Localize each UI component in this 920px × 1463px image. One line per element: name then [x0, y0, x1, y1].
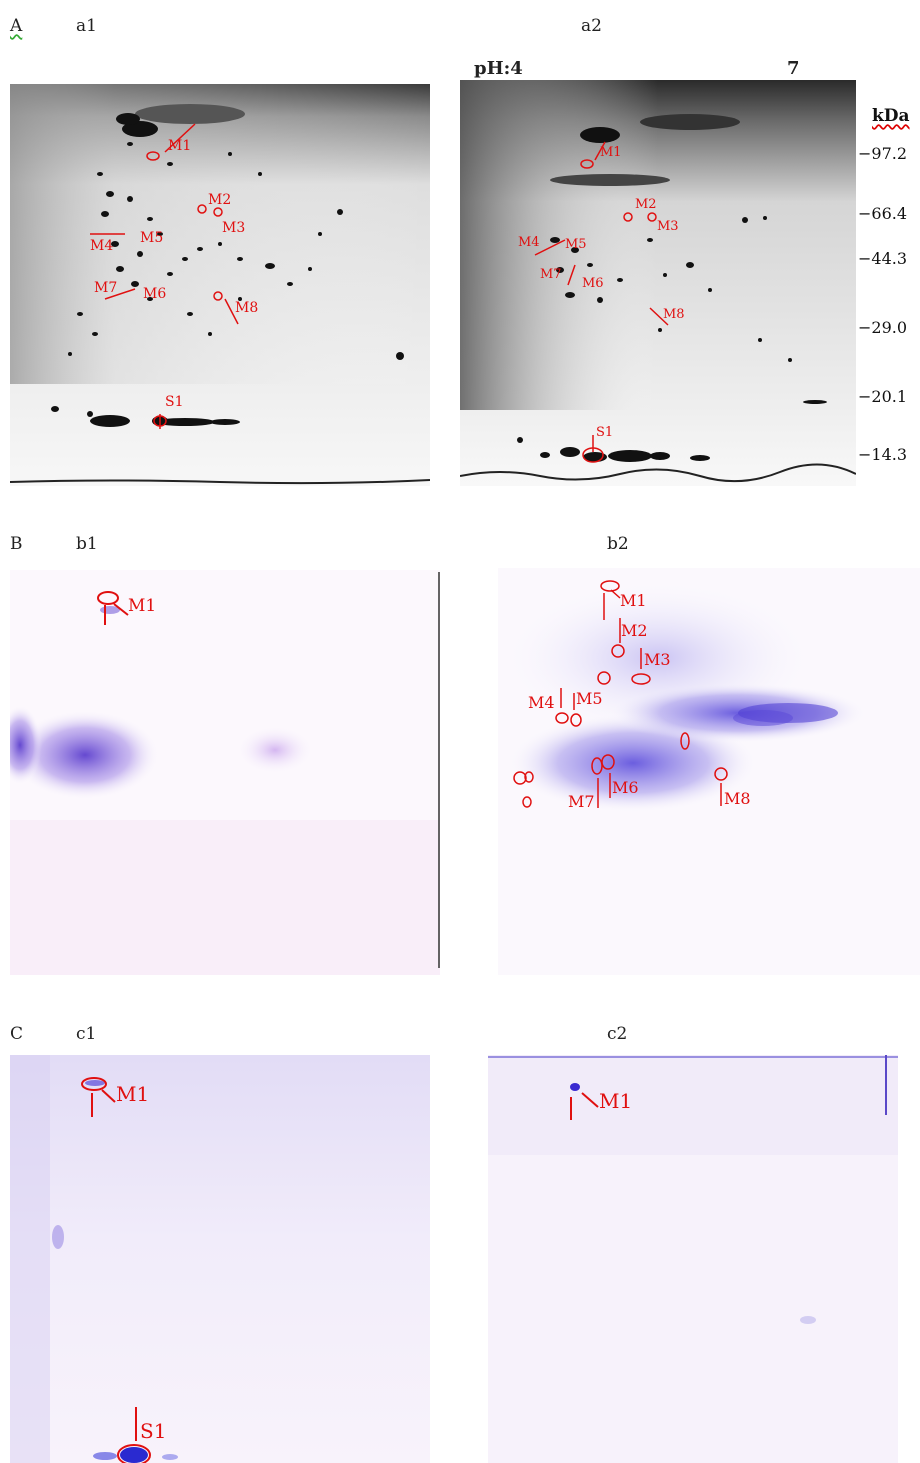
kda-unit-label: kDa: [872, 106, 910, 126]
blot-image-b1: M1: [10, 570, 440, 975]
spot-label-m1: M1: [116, 1082, 149, 1106]
spot-label-m4: M4: [528, 693, 555, 712]
spot-label-m3: M3: [657, 219, 679, 234]
spot-label-m8: M8: [663, 307, 685, 322]
spot-label-m8: M8: [235, 300, 258, 316]
gel-image-a1: M1 M2 M3 M4 M5 M7 M6 M8 S1: [10, 84, 430, 486]
spot-label-m2: M2: [635, 197, 657, 212]
spot-label-m2: M2: [621, 621, 648, 640]
spot-label-m4: M4: [518, 235, 540, 250]
spot-label-m1: M1: [128, 596, 156, 616]
panel-title-b2: b2: [607, 534, 629, 554]
panel-title-c2: c2: [607, 1024, 628, 1044]
mw-tick-66: −66.4: [858, 204, 908, 223]
spot-label-m1: M1: [620, 591, 647, 610]
spot-label-m5: M5: [140, 230, 163, 246]
ph-end-label: 7: [787, 58, 800, 79]
blot-image-b2: M1 M2 M3 M4 M5 M6 M7 M8: [498, 568, 920, 975]
spot-label-m7: M7: [540, 267, 562, 282]
panel-title-c1: c1: [76, 1024, 97, 1044]
spot-label-m6: M6: [612, 778, 639, 797]
spot-label-s1: S1: [596, 425, 613, 440]
spot-label-m1: M1: [168, 138, 191, 154]
spot-label-m5: M5: [565, 237, 587, 252]
spot-label-m6: M6: [143, 286, 166, 302]
panel-title-b1: b1: [76, 534, 98, 554]
mw-tick-14: −14.3: [858, 445, 908, 464]
section-label-a: A: [10, 16, 23, 36]
spot-label-m1: M1: [600, 145, 622, 160]
spot-label-m8: M8: [724, 789, 751, 808]
spot-label-m1: M1: [599, 1089, 632, 1113]
spot-label-m7: M7: [94, 280, 117, 296]
blot-image-c1: M1 S1: [10, 1055, 430, 1463]
mw-tick-44: −44.3: [858, 249, 908, 268]
section-label-c: C: [10, 1024, 24, 1044]
spot-label-m2: M2: [208, 192, 231, 208]
spot-label-m3: M3: [644, 650, 671, 669]
spot-label-m4: M4: [90, 238, 113, 254]
spot-label-m5: M5: [576, 689, 603, 708]
ph-start-label: pH:4: [474, 58, 523, 79]
spot-label-s1: S1: [165, 394, 184, 410]
blot-image-c2: M1: [488, 1055, 898, 1463]
section-label-b: B: [10, 534, 23, 554]
spot-label-s1: S1: [140, 1419, 166, 1443]
gel-image-a2: M1 M2 M3 M4 M5 M6 M7 M8 S1: [460, 80, 856, 486]
spot-label-m3: M3: [222, 220, 245, 236]
mw-tick-97: −97.2: [858, 144, 908, 163]
spot-label-m7: M7: [568, 792, 595, 811]
panel-title-a2: a2: [581, 16, 602, 36]
panel-title-a1: a1: [76, 16, 97, 36]
spot-label-m6: M6: [582, 276, 604, 291]
mw-tick-20: −20.1: [858, 387, 908, 406]
mw-tick-29: −29.0: [858, 318, 908, 337]
